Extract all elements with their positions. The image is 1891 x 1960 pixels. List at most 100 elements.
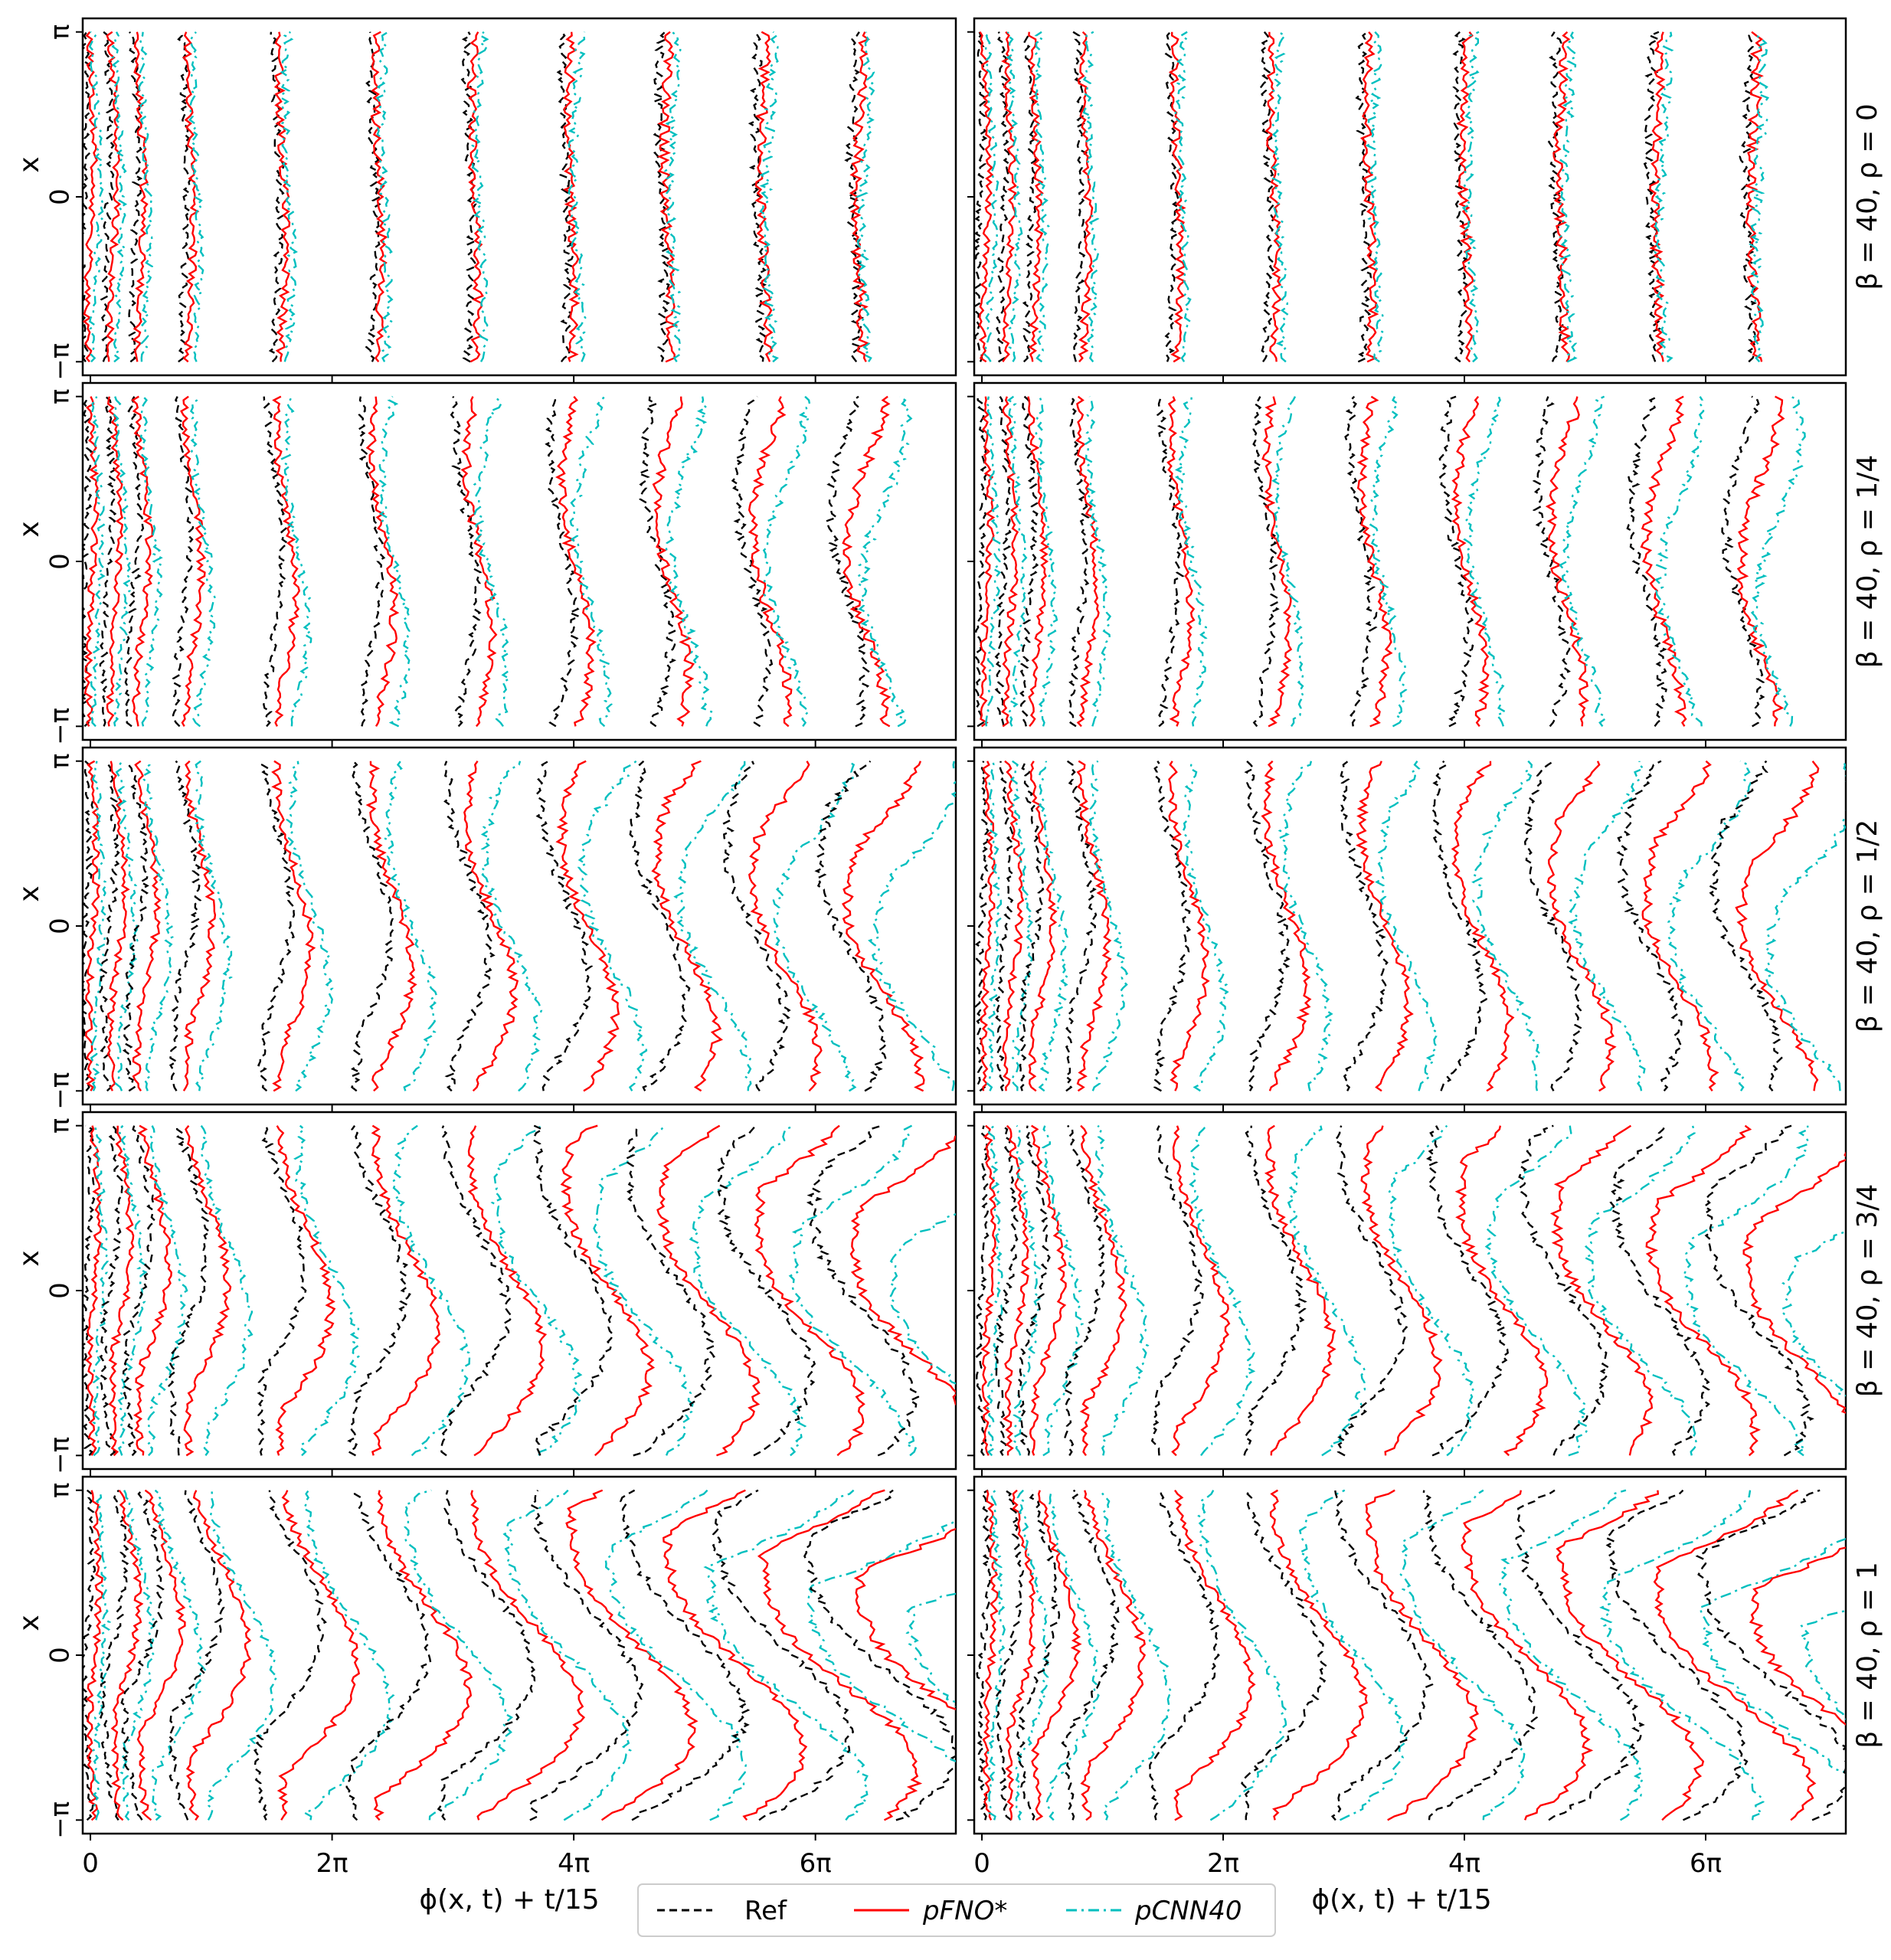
legend-pfno-label: pFNO* — [922, 1896, 1007, 1926]
line-pcnn40-t4 — [1182, 760, 1229, 1092]
line-pfno-t6 — [1359, 31, 1379, 363]
line-pcnn40-t9 — [1654, 396, 1705, 727]
line-ref-t0 — [974, 31, 988, 362]
line-pcnn40-t4 — [280, 31, 298, 362]
line-pfno-t3 — [1076, 760, 1112, 1092]
line-ref-t10 — [825, 395, 870, 728]
line-pcnn40-t8 — [663, 31, 682, 362]
line-pcnn40-t4 — [286, 761, 334, 1092]
line-ref-t6 — [460, 31, 478, 363]
line-pfno-t0 — [978, 31, 994, 363]
line-pfno-t4 — [273, 31, 291, 362]
line-pcnn40-t6 — [1365, 31, 1385, 363]
line-ref-t9 — [1609, 1125, 1711, 1456]
line-pfno-t9 — [754, 1124, 865, 1457]
line-pfno-t6 — [460, 396, 498, 728]
line-ref-t9 — [722, 761, 791, 1092]
line-pcnn40-t3 — [1088, 760, 1129, 1091]
y-axis-label: x — [14, 521, 45, 537]
line-pcnn40-t6 — [490, 1125, 583, 1456]
line-pfno-t10 — [842, 761, 925, 1092]
line-pcnn40-t7 — [568, 31, 587, 362]
line-pfno-t1 — [106, 761, 130, 1091]
line-ref-t7 — [528, 1490, 644, 1821]
line-pfno-t9 — [1641, 760, 1719, 1091]
line-ref-t3 — [167, 1125, 211, 1456]
line-ref-t0 — [83, 31, 91, 362]
line-pfno-t7 — [555, 760, 620, 1092]
line-pcnn40-t2 — [1035, 396, 1058, 727]
line-pcnn40-t5 — [378, 395, 412, 728]
row-label-1: β = 40, ρ = 1/4 — [1852, 455, 1883, 669]
line-pcnn40-t9 — [788, 1124, 918, 1457]
series-lines — [976, 1489, 1846, 1821]
x-tick-label: 2π — [316, 1848, 348, 1879]
line-pfno-t0 — [85, 1490, 104, 1821]
line-pfno-t9 — [754, 31, 774, 362]
line-pfno-t2 — [1031, 1490, 1082, 1821]
line-pfno-t7 — [562, 31, 581, 362]
line-pcnn40-t7 — [569, 395, 613, 728]
line-ref-t7 — [535, 760, 594, 1091]
line-ref-t4 — [263, 396, 290, 728]
line-pfno-t5 — [1261, 396, 1293, 728]
line-ref-t6 — [1333, 1125, 1408, 1457]
line-ref-t3 — [167, 1490, 225, 1821]
line-pfno-t10 — [849, 1135, 956, 1405]
line-ref-t5 — [345, 1490, 432, 1821]
line-ref-t5 — [347, 1125, 411, 1457]
line-pcnn40-t5 — [1271, 31, 1289, 363]
panel-frame — [973, 381, 1847, 741]
line-pfno-t8 — [656, 1124, 761, 1457]
line-ref-t7 — [545, 396, 582, 728]
x-tick-label: 6π — [800, 1848, 832, 1879]
line-pfno-t10 — [1749, 1546, 1846, 1726]
line-pcnn40-t1 — [1013, 1124, 1042, 1456]
line-pcnn40-t7 — [593, 1124, 694, 1456]
line-pcnn40-t9 — [1698, 1537, 1846, 1775]
line-pfno-t2 — [133, 1124, 172, 1456]
line-ref-t4 — [257, 761, 296, 1092]
line-pfno-t6 — [1360, 1125, 1443, 1456]
line-pcnn40-t6 — [479, 761, 543, 1092]
line-ref-t0 — [83, 1489, 97, 1821]
line-ref-t0 — [976, 1489, 993, 1821]
line-ref-t6 — [450, 395, 483, 728]
line-ref-t5 — [1244, 760, 1291, 1091]
line-pcnn40-t1 — [114, 761, 139, 1091]
line-pfno-t6 — [463, 761, 519, 1092]
line-ref-t10 — [844, 31, 865, 363]
line-pcnn40-t3 — [200, 1125, 254, 1456]
line-ref-t9 — [1616, 760, 1683, 1092]
y-axis-label: x — [14, 1250, 45, 1266]
line-pfno-t1 — [105, 31, 122, 362]
line-pfno-t6 — [1356, 761, 1414, 1092]
line-pcnn40-t10 — [1781, 1229, 1846, 1401]
legend: Ref pFNO* pCNN40 — [637, 1883, 1276, 1937]
row-label-0: β = 40, ρ = 0 — [1852, 103, 1883, 290]
line-pcnn40-t8 — [1558, 31, 1578, 363]
panel-frame — [973, 1475, 1847, 1835]
line-ref-t2 — [122, 761, 149, 1092]
line-pcnn40-t6 — [1375, 761, 1438, 1091]
line-ref-t5 — [1241, 1490, 1329, 1821]
line-ref-t7 — [1425, 1125, 1509, 1457]
line-pfno-t10 — [842, 395, 892, 728]
y-tick-label: −π — [45, 1072, 76, 1110]
line-pfno-t3 — [1075, 395, 1100, 728]
line-pfno-t8 — [1549, 1124, 1654, 1456]
line-ref-t8 — [636, 396, 677, 728]
x-tick-label: 4π — [1448, 1848, 1480, 1879]
line-pfno-t3 — [182, 760, 217, 1091]
line-ref-t4 — [1149, 1490, 1220, 1821]
y-tick-label: −π — [45, 343, 76, 381]
line-pfno-t2 — [132, 31, 149, 362]
line-pfno-t4 — [275, 1125, 336, 1456]
line-ref-t7 — [1438, 395, 1474, 728]
line-ref-t9 — [1604, 1489, 1749, 1821]
line-pfno-t9 — [1640, 395, 1687, 727]
line-pcnn40-t10 — [855, 31, 875, 362]
line-pcnn40-t8 — [1582, 1125, 1698, 1456]
